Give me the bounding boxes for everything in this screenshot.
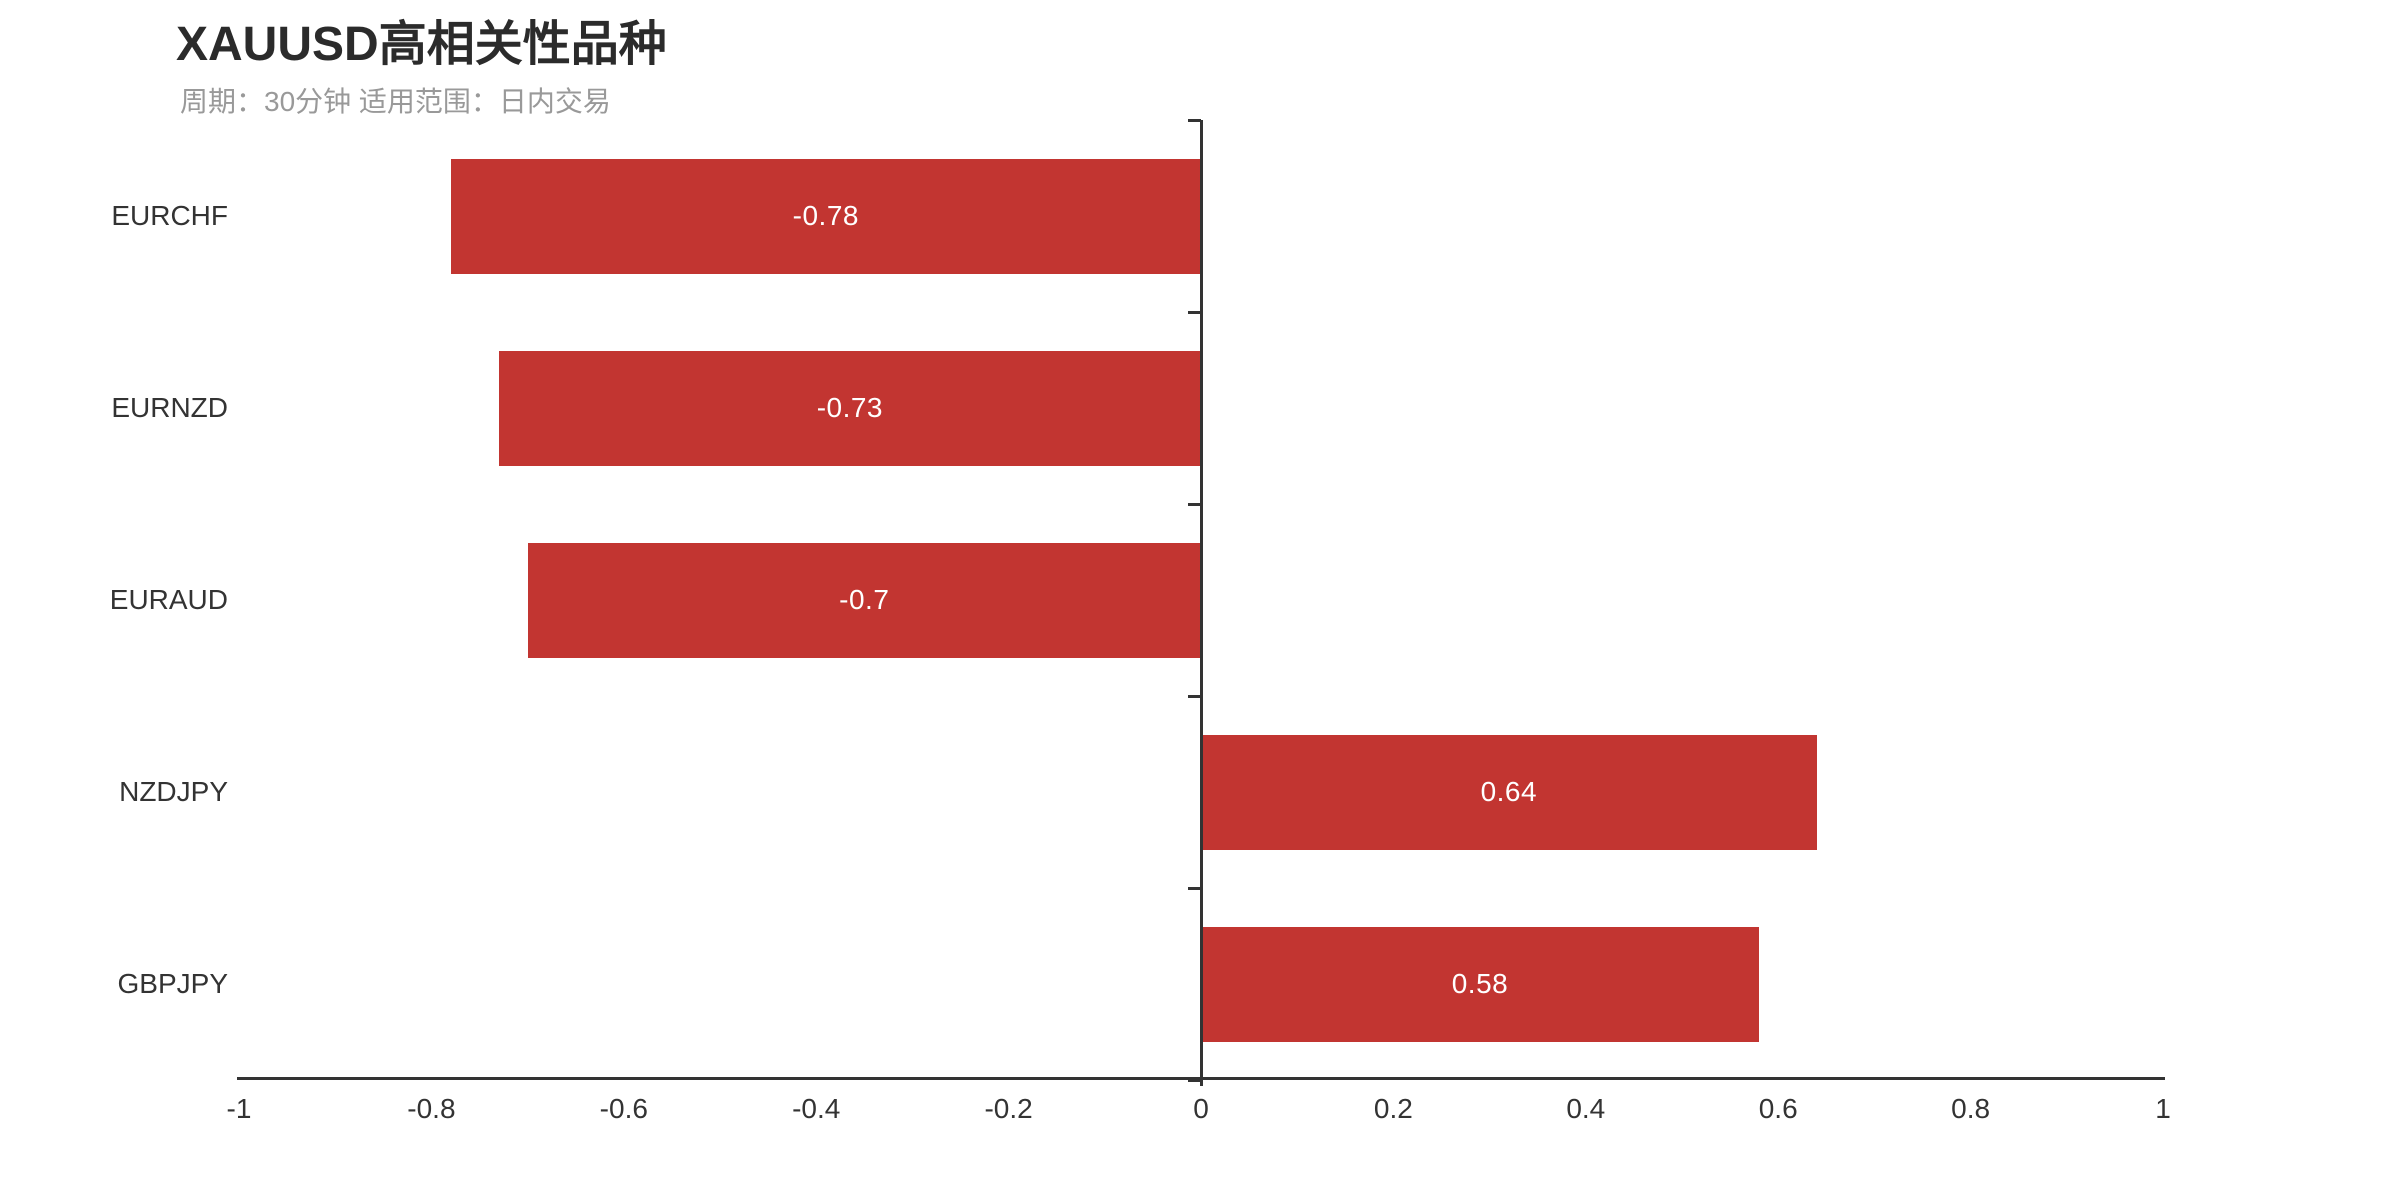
bar-value-label: 0.64 <box>1480 776 1538 807</box>
category-label-eurnzd: EURNZD <box>111 392 228 423</box>
category-axis-tick <box>1188 310 1201 314</box>
x-axis-tick-label: 0.8 <box>1951 1093 1991 1124</box>
x-axis-tick-label: 1 <box>2155 1093 2171 1124</box>
x-axis-tick-label: -0.6 <box>599 1093 648 1124</box>
category-label-eurchf: EURCHF <box>111 200 228 231</box>
category-axis-tick <box>1188 886 1201 890</box>
x-axis-tick-label: -0.4 <box>792 1093 841 1124</box>
bar-euraud[interactable]: -0.7 <box>527 542 1201 658</box>
x-axis-tick-label: -0.8 <box>407 1093 456 1124</box>
x-axis-tick-label: 0.2 <box>1373 1093 1413 1124</box>
chart-title: XAUUSD高相关性品种 <box>176 18 667 71</box>
chart-subtitle: 周期：30分钟 适用范围：日内交易 <box>180 86 611 117</box>
category-label-euraud: EURAUD <box>109 584 228 615</box>
x-axis-line <box>237 1077 2165 1080</box>
category-axis-tick <box>1188 118 1201 122</box>
bar-value-label: -0.73 <box>816 392 884 423</box>
x-axis-tick-label: 0.4 <box>1566 1093 1606 1124</box>
x-axis-tick-label: 0 <box>1193 1093 1209 1124</box>
bar-gbpjpy[interactable]: 0.58 <box>1201 926 1759 1042</box>
bar-value-label: 0.58 <box>1451 968 1509 999</box>
category-axis-tick <box>1188 694 1201 698</box>
bar-eurnzd[interactable]: -0.73 <box>498 350 1201 466</box>
bar-nzdjpy[interactable]: 0.64 <box>1201 734 1817 850</box>
x-axis-tick-label: -0.2 <box>984 1093 1033 1124</box>
bar-value-label: -0.78 <box>792 200 859 231</box>
x-axis-tick-label: -1 <box>226 1093 252 1124</box>
category-axis-tick <box>1188 502 1201 506</box>
category-label-gbpjpy: GBPJPY <box>117 968 228 999</box>
bar-eurchf[interactable]: -0.78 <box>450 158 1201 274</box>
category-axis-line <box>1199 120 1203 1086</box>
category-label-nzdjpy: NZDJPY <box>119 776 228 807</box>
plot-area: EURCHF -0.78 EURNZD -0.73 EURAUD -0.7 NZDJPY 0.… <box>110 118 2171 1124</box>
category-axis-tick <box>1188 1078 1201 1082</box>
bar-value-label: -0.7 <box>839 584 890 615</box>
x-axis-tick-label: 0.6 <box>1758 1093 1798 1124</box>
